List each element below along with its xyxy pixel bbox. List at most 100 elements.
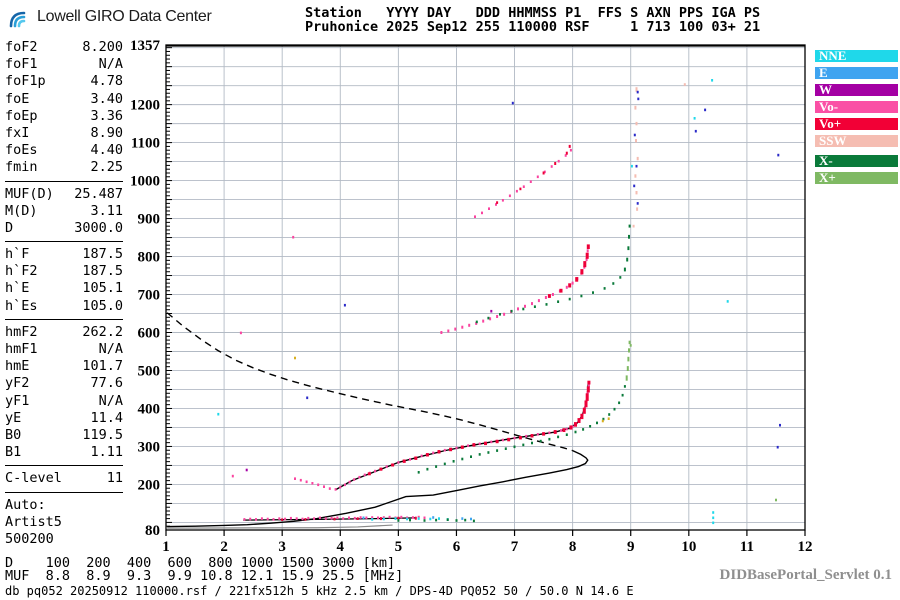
echo-point: [328, 487, 331, 490]
echo-point: [501, 199, 504, 202]
legend-item-Vo: Vo-: [815, 100, 898, 113]
echo-point: [539, 439, 542, 443]
param-value: 4.78: [90, 73, 123, 90]
panel-separator: [5, 318, 123, 320]
echo-point: [388, 515, 391, 519]
echo-point: [636, 202, 639, 205]
echo-point: [353, 478, 356, 481]
echo-point: [374, 469, 377, 473]
echo-point: [543, 170, 546, 174]
panel-separator: [5, 465, 123, 467]
x-axis-label: 3: [278, 539, 286, 555]
echo-point: [507, 437, 511, 442]
echo-point: [501, 438, 504, 442]
param-label: fxI: [5, 124, 30, 141]
param-row-foEp: foEp 3.36: [5, 108, 123, 125]
echo-point: [704, 108, 707, 112]
param-label: foF1: [5, 56, 38, 73]
param-row-hmF2: hmF2 262.2: [5, 324, 123, 341]
param-value: 3.11: [90, 202, 123, 219]
param-row-yF2: yF2 77.6: [5, 375, 123, 392]
echo-point: [299, 478, 302, 482]
echo-point: [574, 430, 577, 434]
echo-point: [635, 139, 637, 143]
echo-point: [568, 283, 572, 288]
param-label: hmF1: [5, 341, 38, 357]
echo-point: [443, 462, 446, 466]
echo-point: [423, 519, 426, 522]
echo-point: [488, 207, 490, 210]
echo-point: [510, 309, 513, 313]
param-value: 262.2: [82, 323, 123, 340]
echo-point: [425, 453, 429, 457]
echo-point: [712, 521, 715, 525]
series-f-trace-o-mode-vo-: [294, 384, 590, 491]
x-axis-label: 11: [740, 539, 754, 555]
series-noise-gold-: [294, 356, 610, 423]
legend-item-E: E: [815, 66, 898, 79]
param-row-foF1p: foF1p 4.78: [5, 73, 123, 90]
param-row-B0: B0 119.5: [5, 427, 123, 444]
echo-point: [565, 285, 568, 289]
echo-point: [307, 516, 310, 520]
curve-true-height-profile-nose: [167, 449, 589, 528]
echo-point: [629, 344, 632, 347]
echo-point: [596, 421, 598, 425]
y-axis-label: 1100: [131, 136, 160, 152]
echo-point: [496, 315, 499, 318]
echo-point: [522, 307, 525, 311]
echo-point: [585, 258, 588, 262]
echo-point: [613, 407, 616, 411]
echo-point: [313, 517, 316, 520]
param-label: h`Es: [5, 297, 38, 314]
echo-point: [348, 516, 350, 520]
auto-scaling-line: 500200: [5, 530, 54, 547]
echo-point: [249, 517, 252, 521]
echo-point: [779, 423, 781, 427]
param-value: 2.25: [90, 159, 123, 176]
param-row-foF2: foF2 8.200: [5, 39, 123, 56]
echo-point: [311, 482, 314, 485]
param-label: MUF(D): [5, 185, 54, 202]
echo-point: [571, 425, 574, 428]
echo-point: [633, 133, 636, 137]
param-label: foE: [5, 90, 30, 107]
echo-point: [371, 516, 374, 519]
echo-point: [489, 317, 492, 321]
echo-point: [281, 518, 284, 521]
echo-point: [565, 151, 568, 155]
echo-point: [608, 413, 611, 416]
echo-point: [603, 287, 606, 290]
echo-point: [417, 515, 420, 519]
param-value: 3000.0: [74, 219, 123, 236]
echo-point: [475, 321, 478, 325]
echo-point: [334, 488, 337, 491]
param-value: 4.40: [90, 142, 123, 159]
series-spread-echoes-high-e-: [306, 90, 781, 449]
y-axis-label: 600: [138, 326, 161, 342]
echo-point: [550, 165, 553, 168]
x-axis-label: 2: [220, 539, 228, 555]
series-2nd-hop-x-x-: [475, 224, 631, 324]
param-label: hmF2: [5, 323, 38, 340]
db-record-info: db pq052 20250912 110000.rsf / 221fx512h…: [5, 584, 634, 598]
echo-point: [317, 483, 320, 487]
echo-point: [635, 164, 638, 168]
param-row-fxI: fxI 8.90: [5, 125, 123, 142]
echo-point: [440, 331, 443, 334]
echo-point: [478, 453, 481, 456]
echo-point: [367, 472, 371, 476]
echo-point: [530, 434, 534, 438]
echo-point: [775, 498, 777, 502]
x-axis-label: 8: [569, 539, 577, 555]
auto-scaling-line: Artist5: [5, 513, 62, 530]
echo-point: [305, 480, 308, 484]
param-value: 101.7: [82, 358, 123, 375]
legend-item-NNE: NNE: [815, 49, 898, 62]
series-es-trace-vo-: [243, 515, 426, 521]
echo-point: [694, 129, 697, 133]
param-label: h`E: [5, 280, 30, 297]
echo-point: [559, 288, 563, 293]
echo-point: [635, 87, 638, 92]
echo-point: [377, 516, 379, 520]
